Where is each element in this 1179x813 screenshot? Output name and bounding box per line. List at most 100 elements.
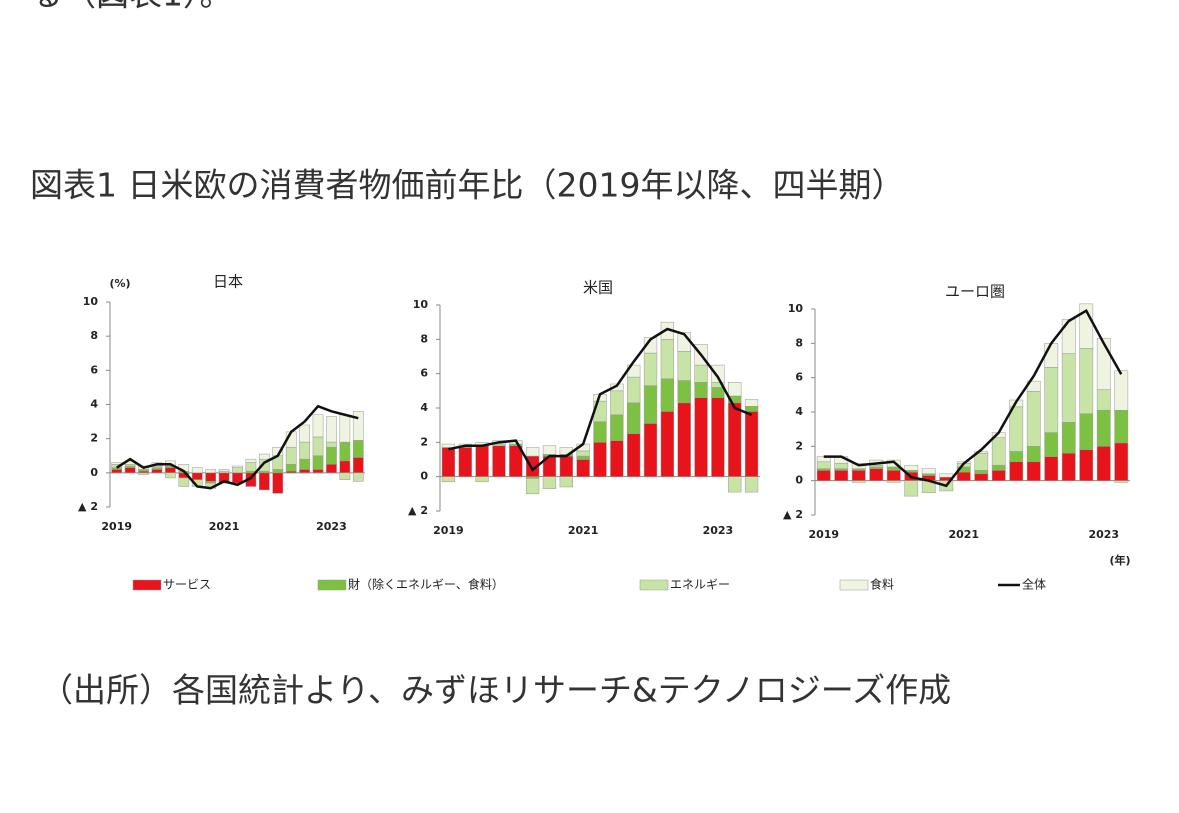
- y-tick-label: 6: [420, 367, 428, 380]
- bar-segment: [458, 447, 472, 477]
- bar-segment: [643, 352, 658, 386]
- bar-segment: [869, 468, 884, 481]
- bar-segment: [138, 470, 149, 474]
- bar-segment: [991, 470, 1006, 481]
- bar-segment: [610, 440, 624, 477]
- legend-label: 財（除くエネルギー、食料）: [348, 577, 504, 592]
- x-tick-label: 2021: [568, 524, 599, 537]
- x-tick-label: 2023: [703, 524, 734, 537]
- bar-segment: [816, 461, 831, 469]
- legend-label: 全体: [1022, 577, 1046, 592]
- bar-segment: [258, 453, 270, 460]
- bar-segment: [610, 414, 624, 441]
- bar-segment: [643, 337, 658, 354]
- bar-segment: [1009, 451, 1024, 463]
- x-tick-label: 2021: [209, 520, 240, 533]
- bar-segment: [165, 472, 176, 479]
- legend-label: 食料: [870, 577, 894, 592]
- bar-segment: [1044, 456, 1059, 481]
- y-tick-label: 10: [413, 298, 429, 311]
- y-tick-label: 2: [420, 435, 428, 448]
- bar-segment: [352, 411, 364, 441]
- bar-segment: [744, 476, 759, 493]
- bar-segment: [312, 436, 324, 457]
- bar-segment: [1079, 449, 1094, 481]
- bar-segment: [218, 469, 230, 472]
- bar-segment: [1114, 442, 1129, 481]
- y-tick-label: 6: [795, 371, 803, 384]
- bar-segment: [326, 416, 337, 443]
- bar-segment: [339, 472, 351, 480]
- bar-segment: [991, 464, 1006, 471]
- bar-segment: [869, 466, 884, 469]
- bar-segment: [1026, 446, 1041, 463]
- bar-segment: [886, 470, 901, 481]
- bar-segment: [151, 467, 163, 470]
- bar-segment: [1061, 353, 1076, 423]
- bar-segment: [643, 385, 658, 424]
- bar-segment: [1114, 410, 1129, 444]
- bar-segment: [921, 473, 936, 476]
- bar-segment: [542, 445, 557, 455]
- bar-segment: [1061, 452, 1076, 481]
- bar-segment: [744, 411, 759, 477]
- bar-segment: [111, 467, 123, 470]
- y-tick-label: 6: [90, 363, 98, 376]
- bar-segment: [660, 411, 675, 477]
- bar-segment: [441, 443, 456, 448]
- bar-segment: [509, 443, 523, 447]
- bar-segment: [1096, 446, 1111, 481]
- bar-segment: [542, 476, 557, 489]
- y-tick-label: 8: [90, 329, 98, 342]
- bar-segment: [728, 382, 742, 397]
- bar-segment: [921, 468, 936, 475]
- bar-segment: [593, 442, 607, 477]
- bar-segment: [834, 463, 849, 469]
- intro-text: る（図表1）。: [30, 0, 233, 14]
- bar-segment: [285, 464, 297, 472]
- chart-title: ユーロ圏: [945, 283, 1005, 301]
- y-tick-label: 10: [788, 302, 804, 315]
- bar-segment: [593, 421, 607, 443]
- bar-segment: [285, 446, 297, 465]
- x-tick-label: 2019: [433, 524, 464, 537]
- bar-segment: [694, 382, 708, 398]
- bar-segment: [1096, 410, 1111, 447]
- legend-swatch: [639, 579, 669, 591]
- y-tick-label: 0: [795, 474, 803, 487]
- bar-segment: [1061, 319, 1076, 354]
- total-line: [823, 308, 1123, 488]
- legend-swatch: [132, 579, 162, 591]
- bar-segment: [151, 469, 163, 474]
- bar-segment: [1009, 461, 1024, 481]
- bar-segment: [627, 402, 641, 435]
- bar-segment: [816, 470, 831, 481]
- bar-segment: [492, 445, 506, 477]
- bar-segment: [339, 414, 351, 443]
- bar-segment: [124, 467, 136, 474]
- y-tick-label: 4: [795, 405, 803, 418]
- legend-label: サービス: [163, 578, 211, 592]
- bar-segment: [205, 472, 217, 482]
- total-line: [116, 404, 359, 490]
- y-tick-label: 4: [90, 398, 98, 411]
- bar-segment: [886, 480, 901, 483]
- bar-segment: [299, 424, 310, 443]
- chart-title: 米国: [583, 279, 613, 297]
- bar-segment: [124, 465, 136, 468]
- y-tick-label: 10: [83, 295, 99, 308]
- bar-segment: [312, 455, 324, 470]
- y-tick-label: 0: [420, 470, 428, 483]
- bar-segment: [272, 472, 284, 494]
- bar-segment: [111, 469, 123, 474]
- bar-segment: [904, 480, 919, 497]
- y-tick-label: 8: [795, 336, 803, 349]
- bar-segment: [245, 462, 257, 472]
- x-tick-label: 2019: [101, 520, 132, 533]
- y-tick-label: 8: [420, 332, 428, 345]
- bar-segment: [559, 455, 573, 477]
- bar-segment: [576, 450, 590, 457]
- bar-segment: [299, 458, 310, 470]
- bar-segment: [677, 351, 691, 381]
- bar-segment: [956, 471, 971, 481]
